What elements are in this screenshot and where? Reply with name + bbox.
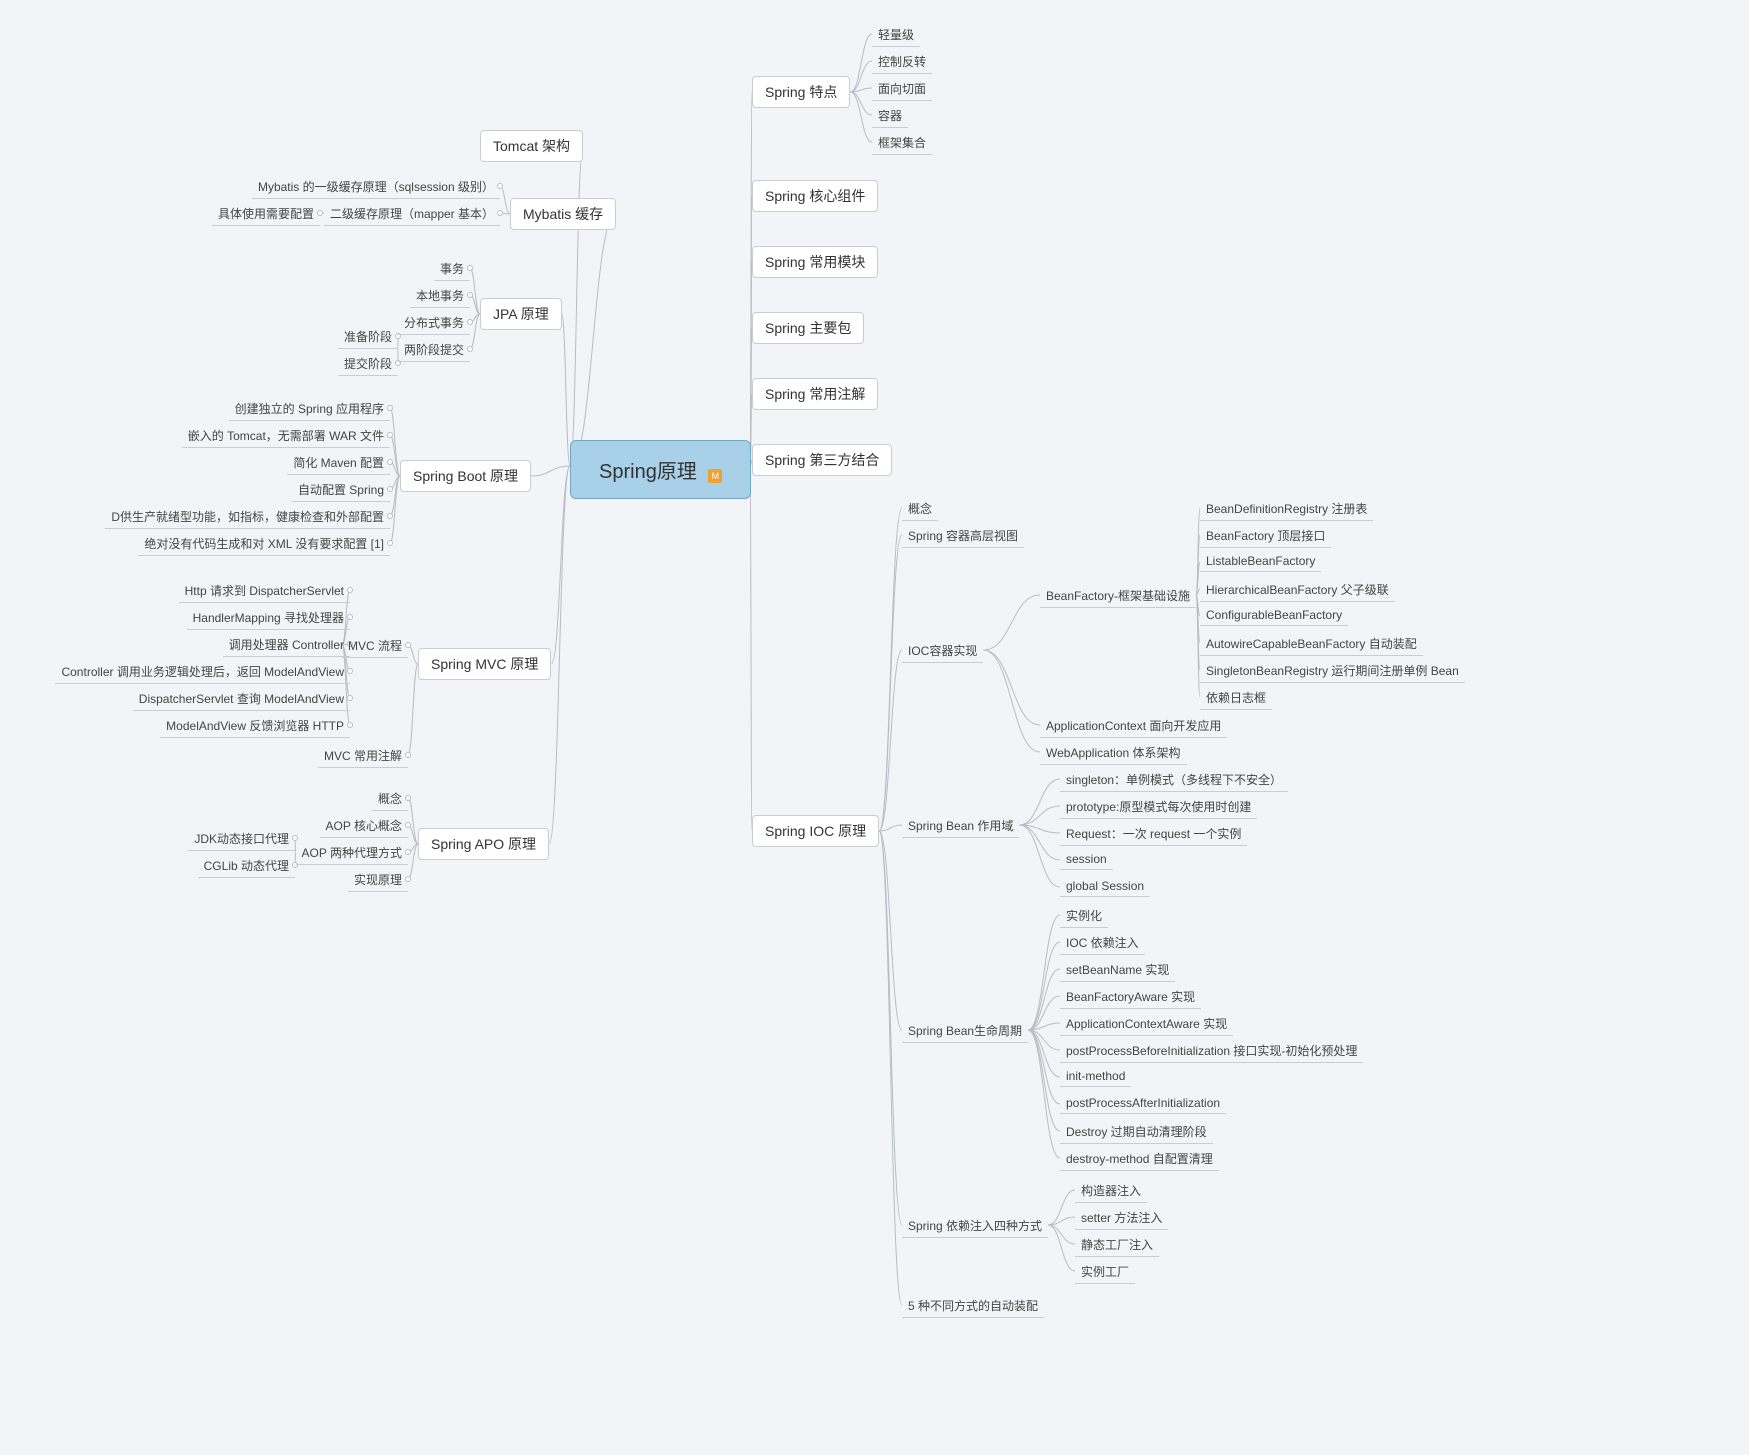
leaf-ioc-4-8[interactable]: Destroy 过期自动清理阶段 [1060,1121,1213,1144]
branch-mybatis[interactable]: Mybatis 缓存 [510,198,616,230]
branch-aop[interactable]: Spring APO 原理 [418,828,549,860]
branch-tomcat[interactable]: Tomcat 架构 [480,130,583,162]
leaf-ioc-4-4[interactable]: ApplicationContextAware 实现 [1060,1013,1233,1036]
sub-ioc-4[interactable]: Spring Bean生命周期 [902,1020,1028,1043]
root-marker: M [708,469,722,483]
leaf-mvc-0-4[interactable]: DispatcherServlet 查询 ModelAndView [133,688,350,711]
leaf-features-2[interactable]: 面向切面 [872,78,932,101]
branch-modules[interactable]: Spring 常用模块 [752,246,878,278]
sub-ioc-2[interactable]: IOC容器实现 [902,640,983,663]
leaf-jpa-3-0[interactable]: 准备阶段 [338,326,398,349]
leaf-mvc-0-2[interactable]: 调用处理器 Controller [223,634,350,657]
leaf-ioc-5-2[interactable]: 静态工厂注入 [1075,1234,1159,1257]
branch-boot[interactable]: Spring Boot 原理 [400,460,531,492]
leaf-ioc-2-1[interactable]: ApplicationContext 面向开发应用 [1040,715,1227,738]
branch-jpa[interactable]: JPA 原理 [480,298,562,330]
leaf-aop-3[interactable]: 实现原理 [348,869,408,892]
leaf-mvc-0-0[interactable]: Http 请求到 DispatcherServlet [179,580,350,603]
leaf-ioc-2-0-4[interactable]: ConfigurableBeanFactory [1200,606,1348,626]
leaf-boot-0[interactable]: 创建独立的 Spring 应用程序 [229,398,390,421]
leaf-ioc-2-0-6[interactable]: SingletonBeanRegistry 运行期间注册单例 Bean [1200,660,1465,683]
leaf-mvc-0-1[interactable]: HandlerMapping 寻找处理器 [187,607,350,630]
branch-ioc[interactable]: Spring IOC 原理 [752,815,879,847]
sub-ioc-6[interactable]: 5 种不同方式的自动装配 [902,1295,1044,1318]
leaf-ioc-4-1[interactable]: IOC 依赖注入 [1060,932,1145,955]
leaf-ioc-4-7[interactable]: postProcessAfterInitialization [1060,1094,1226,1114]
leaf-ioc-4-5[interactable]: postProcessBeforeInitialization 接口实现-初始化… [1060,1040,1363,1063]
leaf-ioc-2-2[interactable]: WebApplication 体系架构 [1040,742,1187,765]
leaf-jpa-0[interactable]: 事务 [434,258,470,281]
root-node[interactable]: Spring原理 M [570,440,751,499]
leaf-mybatis-0[interactable]: Mybatis 的一级缓存原理（sqlsession 级别） [252,176,500,199]
sub-ioc-1[interactable]: Spring 容器高层视图 [902,525,1024,548]
leaf-boot-2[interactable]: 简化 Maven 配置 [287,452,390,475]
leaf-ioc-4-3[interactable]: BeanFactoryAware 实现 [1060,986,1201,1009]
leaf-ioc-2-0-5[interactable]: AutowireCapableBeanFactory 自动装配 [1200,633,1423,656]
leaf-features-3[interactable]: 容器 [872,105,908,128]
leaf-ioc-5-1[interactable]: setter 方法注入 [1075,1207,1168,1230]
leaf-features-4[interactable]: 框架集合 [872,132,932,155]
leaf-ioc-2-0-3[interactable]: HierarchicalBeanFactory 父子级联 [1200,579,1395,602]
sub-ioc-0[interactable]: 概念 [902,498,938,521]
leaf-mvc-0-3[interactable]: Controller 调用业务逻辑处理后，返回 ModelAndView [55,661,350,684]
branch-thirdparty[interactable]: Spring 第三方结合 [752,444,892,476]
leaf-boot-5[interactable]: 绝对没有代码生成和对 XML 没有要求配置 [1] [138,533,390,556]
leaf-mybatis-1[interactable]: 二级缓存原理（mapper 基本） [324,203,500,226]
leaf-aop-2[interactable]: AOP 两种代理方式 [296,842,408,865]
leaf-ioc-3-4[interactable]: global Session [1060,877,1150,897]
sub-ioc-5[interactable]: Spring 依赖注入四种方式 [902,1215,1048,1238]
leaf-aop-2-1[interactable]: CGLib 动态代理 [198,855,295,878]
leaf-jpa-2[interactable]: 分布式事务 [398,312,470,335]
leaf-ioc-3-2[interactable]: Request：一次 request 一个实例 [1060,823,1247,846]
leaf-ioc-2-0-0[interactable]: BeanDefinitionRegistry 注册表 [1200,498,1373,521]
leaf-ioc-4-9[interactable]: destroy-method 自配置清理 [1060,1148,1219,1171]
leaf-ioc-5-3[interactable]: 实例工厂 [1075,1261,1135,1284]
leaf-aop-1[interactable]: AOP 核心概念 [320,815,408,838]
leaf-mybatis-1-0[interactable]: 具体使用需要配置 [212,203,320,226]
branch-packages[interactable]: Spring 主要包 [752,312,864,344]
leaf-mvc-0[interactable]: MVC 流程 [342,635,408,658]
branch-annotations[interactable]: Spring 常用注解 [752,378,878,410]
leaf-ioc-3-0[interactable]: singleton：单例模式（多线程下不安全） [1060,769,1288,792]
leaf-mvc-1[interactable]: MVC 常用注解 [318,745,408,768]
leaf-ioc-2-0-1[interactable]: BeanFactory 顶层接口 [1200,525,1331,548]
leaf-ioc-4-2[interactable]: setBeanName 实现 [1060,959,1175,982]
leaf-features-0[interactable]: 轻量级 [872,24,920,47]
leaf-mvc-0-5[interactable]: ModelAndView 反馈浏览器 HTTP [160,715,350,738]
leaf-ioc-5-0[interactable]: 构造器注入 [1075,1180,1147,1203]
leaf-jpa-3[interactable]: 两阶段提交 [398,339,470,362]
leaf-ioc-3-3[interactable]: session [1060,850,1113,870]
root-label: Spring原理 [599,461,697,483]
leaf-jpa-3-1[interactable]: 提交阶段 [338,353,398,376]
leaf-ioc-2-0-7[interactable]: 依赖日志框 [1200,687,1272,710]
leaf-aop-0[interactable]: 概念 [372,788,408,811]
branch-features[interactable]: Spring 特点 [752,76,850,108]
leaf-ioc-3-1[interactable]: prototype:原型模式每次使用时创建 [1060,796,1257,819]
leaf-ioc-4-6[interactable]: init-method [1060,1067,1131,1087]
branch-mvc[interactable]: Spring MVC 原理 [418,648,551,680]
leaf-boot-3[interactable]: 自动配置 Spring [292,479,390,502]
leaf-ioc-2-0-2[interactable]: ListableBeanFactory [1200,552,1321,572]
leaf-jpa-1[interactable]: 本地事务 [410,285,470,308]
leaf-boot-1[interactable]: 嵌入的 Tomcat，无需部署 WAR 文件 [182,425,390,448]
leaf-aop-2-0[interactable]: JDK动态接口代理 [188,828,295,851]
leaf-features-1[interactable]: 控制反转 [872,51,932,74]
leaf-boot-4[interactable]: D供生产就绪型功能，如指标，健康检查和外部配置 [105,506,390,529]
leaf-ioc-4-0[interactable]: 实例化 [1060,905,1108,928]
sub-ioc-3[interactable]: Spring Bean 作用域 [902,815,1019,838]
branch-core-comp[interactable]: Spring 核心组件 [752,180,878,212]
leaf-ioc-2-0[interactable]: BeanFactory-框架基础设施 [1040,585,1196,608]
